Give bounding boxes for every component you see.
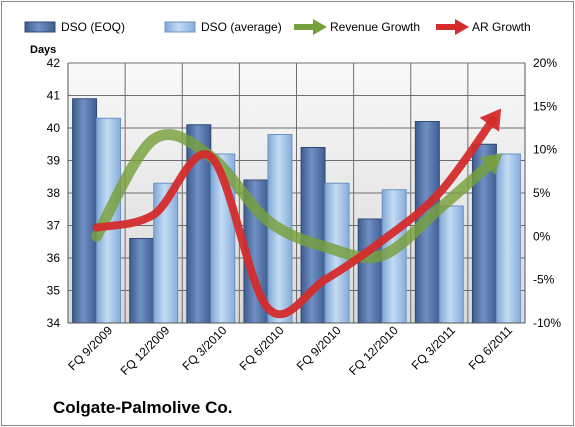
x-tick-label: FQ 9/2010: [294, 323, 344, 373]
x-tick-label: FQ 3/2010: [180, 323, 230, 373]
legend-swatch: [24, 21, 56, 33]
bar: [72, 98, 98, 324]
growth-arrows: [91, 108, 503, 319]
y-tick-label: 42: [47, 56, 61, 70]
growth-line: [91, 129, 498, 264]
y-tick-label: 37: [47, 219, 61, 233]
x-tick-label: FQ 12/2009: [118, 323, 173, 378]
legend-swatch: [164, 21, 196, 33]
legend-arrow-head: [313, 19, 327, 35]
y-axis-title: Days: [30, 44, 56, 56]
y-tick-label: 36: [47, 251, 61, 265]
x-tick-label: FQ 6/2011: [466, 323, 516, 373]
y-tick-label: 35: [47, 284, 61, 298]
company-name: Colgate-Palmolive Co.: [53, 398, 232, 417]
y-tick-label: 41: [47, 89, 61, 103]
legend-arrow-head: [455, 19, 469, 35]
arrow-head: [479, 153, 503, 176]
y-tick-label: 39: [47, 154, 61, 168]
y-tick-label: 40: [47, 121, 61, 135]
y2-tick-label: -5%: [533, 273, 555, 287]
bar: [438, 205, 464, 324]
growth-line: [92, 115, 497, 319]
y2-tick-label: 10%: [533, 143, 557, 157]
y2-tick-label: 5%: [533, 186, 551, 200]
legend-label: DSO (EOQ): [61, 20, 125, 34]
y2-tick-label: 20%: [533, 56, 557, 70]
bar: [495, 153, 521, 324]
y-tick-label: 34: [47, 316, 61, 330]
legend: DSO (EOQ) DSO (average) Revenue Growth AR G…: [24, 19, 531, 35]
x-tick-label: FQ 12/2010: [346, 323, 401, 378]
legend-label: AR Growth: [472, 20, 531, 34]
y2-tick-label: 0%: [533, 229, 551, 243]
bar: [129, 238, 155, 324]
y2-tick-label: 15%: [533, 99, 557, 113]
x-tick-label: FQ 6/2010: [237, 323, 287, 373]
x-tick-label: FQ 3/2011: [409, 323, 459, 373]
arrow-head: [479, 108, 502, 132]
y-tick-label: 38: [47, 186, 61, 200]
x-tick-label: FQ 9/2009: [65, 323, 115, 373]
legend-label: DSO (average): [201, 20, 282, 34]
bar: [357, 218, 383, 324]
legend-label: Revenue Growth: [330, 20, 420, 34]
y2-tick-label: -10%: [533, 316, 561, 330]
